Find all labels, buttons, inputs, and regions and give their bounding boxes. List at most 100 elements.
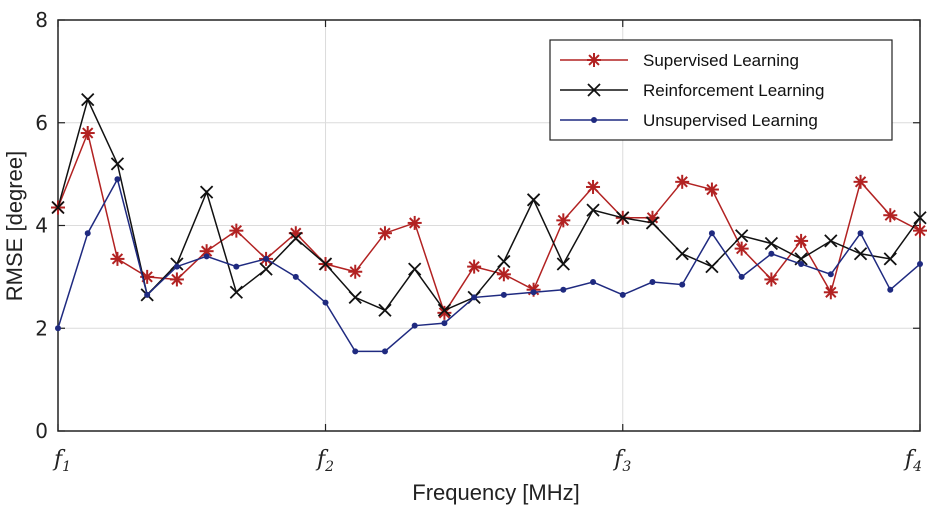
data-point-reinforcement xyxy=(289,231,303,245)
legend-marker-unsupervised xyxy=(591,117,597,123)
data-point-supervised xyxy=(883,208,898,223)
data-point-reinforcement xyxy=(616,211,630,225)
data-point-reinforcement xyxy=(883,252,897,266)
data-point-unsupervised xyxy=(708,230,715,237)
data-point-reinforcement xyxy=(675,247,689,261)
data-point-reinforcement xyxy=(853,247,868,261)
data-point-unsupervised xyxy=(263,255,270,262)
data-point-unsupervised xyxy=(560,286,567,293)
data-point-supervised xyxy=(734,241,749,256)
series-reinforcement xyxy=(51,92,927,317)
legend-label-supervised: Supervised Learning xyxy=(643,51,799,70)
data-point-reinforcement xyxy=(51,200,65,215)
data-point-unsupervised xyxy=(590,279,597,286)
data-point-unsupervised xyxy=(857,230,864,237)
data-point-unsupervised xyxy=(144,291,151,298)
data-point-supervised xyxy=(199,244,214,259)
data-point-supervised xyxy=(80,126,95,141)
data-point-supervised xyxy=(229,223,244,238)
data-point-unsupervised xyxy=(173,263,180,270)
data-point-reinforcement xyxy=(497,254,511,269)
data-point-unsupervised xyxy=(114,176,121,183)
data-point-unsupervised xyxy=(55,325,61,332)
data-point-unsupervised xyxy=(203,253,210,260)
x-axis-label: Frequency [MHz] xyxy=(412,480,580,505)
data-point-unsupervised xyxy=(292,273,299,280)
series-layer xyxy=(51,92,927,355)
y-tick-label: 2 xyxy=(35,316,48,340)
y-axis: 0 2 4 6 8 xyxy=(35,8,920,443)
data-point-supervised xyxy=(586,179,601,194)
data-point-reinforcement xyxy=(586,203,600,217)
data-point-unsupervised xyxy=(84,230,91,237)
data-point-supervised xyxy=(437,305,452,320)
legend-entry-unsupervised: Unsupervised Learning xyxy=(560,111,818,130)
data-point-reinforcement xyxy=(705,259,719,274)
data-point-reinforcement xyxy=(824,234,838,248)
data-point-reinforcement xyxy=(913,211,927,225)
data-point-unsupervised xyxy=(500,291,507,298)
y-tick-label: 0 xyxy=(35,419,48,443)
data-point-reinforcement xyxy=(199,185,214,199)
data-point-unsupervised xyxy=(352,348,359,355)
data-point-reinforcement xyxy=(526,193,541,207)
legend-label-unsupervised: Unsupervised Learning xyxy=(643,111,818,130)
data-point-unsupervised xyxy=(917,261,923,268)
series-unsupervised xyxy=(55,176,923,355)
legend: Supervised Learning Reinforcement Learni… xyxy=(549,39,893,141)
y-tick-label: 6 xyxy=(35,111,48,135)
legend-entry-reinforcement: Reinforcement Learning xyxy=(560,81,824,100)
data-point-reinforcement xyxy=(229,285,243,299)
data-point-reinforcement xyxy=(735,229,749,243)
data-point-reinforcement xyxy=(110,157,125,171)
data-point-reinforcement xyxy=(764,236,779,251)
data-point-supervised xyxy=(467,259,482,274)
data-point-unsupervised xyxy=(827,271,834,278)
data-point-unsupervised xyxy=(738,273,745,280)
data-point-unsupervised xyxy=(411,322,418,329)
data-point-supervised xyxy=(348,264,363,279)
data-point-supervised xyxy=(496,267,511,282)
legend-marker-symbol xyxy=(591,117,597,123)
data-point-supervised xyxy=(377,226,392,241)
data-point-unsupervised xyxy=(322,299,329,306)
y-tick-label: 4 xyxy=(35,214,48,238)
data-point-supervised xyxy=(823,285,838,300)
legend-marker-reinforcement xyxy=(587,83,601,97)
data-point-supervised xyxy=(556,213,571,228)
data-point-supervised xyxy=(764,272,779,287)
data-point-supervised xyxy=(110,251,125,266)
data-point-unsupervised xyxy=(887,286,894,293)
data-point-supervised xyxy=(169,272,184,287)
legend-marker-supervised xyxy=(587,53,601,67)
y-axis-label: RMSE [degree] xyxy=(2,151,27,301)
data-point-unsupervised xyxy=(679,281,686,288)
series-line-reinforcement xyxy=(57,97,921,312)
data-point-reinforcement xyxy=(645,216,660,230)
data-point-unsupervised xyxy=(471,294,478,301)
data-point-reinforcement xyxy=(556,257,570,271)
data-point-supervised xyxy=(853,174,868,189)
data-point-reinforcement xyxy=(378,303,392,317)
data-point-reinforcement xyxy=(348,290,362,305)
data-point-unsupervised xyxy=(768,250,775,257)
legend-label-reinforcement: Reinforcement Learning xyxy=(643,81,824,100)
legend-entry-supervised: Supervised Learning xyxy=(560,51,799,70)
data-point-unsupervised xyxy=(381,348,388,355)
data-point-reinforcement xyxy=(318,257,333,271)
data-point-unsupervised xyxy=(798,261,805,268)
data-point-supervised xyxy=(794,233,809,248)
data-point-reinforcement xyxy=(259,262,273,276)
y-tick-label: 8 xyxy=(35,8,48,32)
data-point-supervised xyxy=(407,215,422,230)
data-point-supervised xyxy=(913,223,927,238)
data-point-unsupervised xyxy=(441,320,448,327)
data-point-supervised xyxy=(675,174,690,189)
data-point-supervised xyxy=(704,182,719,197)
data-point-reinforcement xyxy=(437,303,452,317)
legend-marker-symbol xyxy=(587,83,601,97)
data-point-reinforcement xyxy=(408,262,422,276)
data-point-unsupervised xyxy=(233,263,240,270)
data-point-reinforcement xyxy=(81,92,95,107)
